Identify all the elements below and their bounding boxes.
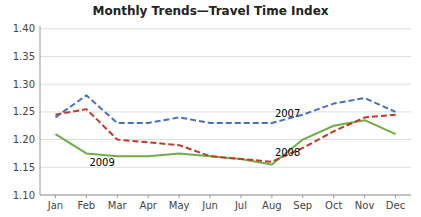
title: Monthly Trends—Travel Time Index <box>92 4 328 18</box>
x-tick-label: May <box>169 200 190 211</box>
y-tick-label: 1.30 <box>13 79 35 90</box>
x-tick-label: Sep <box>293 200 312 211</box>
series-line <box>55 95 395 123</box>
x-tick-label: Oct <box>325 200 342 211</box>
x-tick-label: Apr <box>140 200 158 211</box>
y-tick-label: 1.35 <box>13 51 35 62</box>
chart: Monthly Trends—Travel Time Index 1.10 1.15… <box>0 0 421 217</box>
x-tick <box>271 195 272 198</box>
x-tick <box>55 195 56 198</box>
x-tick-label: Jul <box>234 200 247 211</box>
grid-line <box>40 111 411 112</box>
grid-line <box>40 56 411 57</box>
grid-line <box>40 28 411 29</box>
x-axis-line <box>40 195 411 196</box>
y-tick-label: 1.15 <box>13 162 35 173</box>
y-tick-label: 1.20 <box>13 134 35 145</box>
x-tick-label: Jan <box>47 200 63 211</box>
grid <box>40 29 411 195</box>
x-tick <box>148 195 149 198</box>
series-label: 2007 <box>275 108 300 119</box>
lines <box>55 95 395 164</box>
grid-line <box>40 139 411 140</box>
x-tick <box>179 195 180 198</box>
series-label: 2009 <box>89 157 114 168</box>
x-tick-label: Jun <box>201 200 218 211</box>
x-tick <box>240 195 241 198</box>
y-tick-label: 1.10 <box>13 190 35 201</box>
x-tick-label: Dec <box>386 200 405 211</box>
x-tick <box>302 195 303 198</box>
x-tick <box>395 195 396 198</box>
series-label: 2008 <box>275 147 300 158</box>
x-tick-label: Feb <box>78 200 96 211</box>
x-tick <box>117 195 118 198</box>
x-tick <box>210 195 211 198</box>
x-tick <box>364 195 365 198</box>
x-tick-label: Aug <box>262 200 282 211</box>
x-tick <box>86 195 87 198</box>
series-line <box>55 109 395 162</box>
grid-line <box>40 195 411 196</box>
y-axis-line <box>40 26 41 195</box>
x-tick <box>333 195 334 198</box>
y-tick-label: 1.25 <box>13 106 35 117</box>
x-tick-label: Nov <box>355 200 375 211</box>
grid-line <box>40 84 411 85</box>
x-tick-label: Mar <box>108 200 128 211</box>
y-tick-label: 1.40 <box>13 23 35 34</box>
